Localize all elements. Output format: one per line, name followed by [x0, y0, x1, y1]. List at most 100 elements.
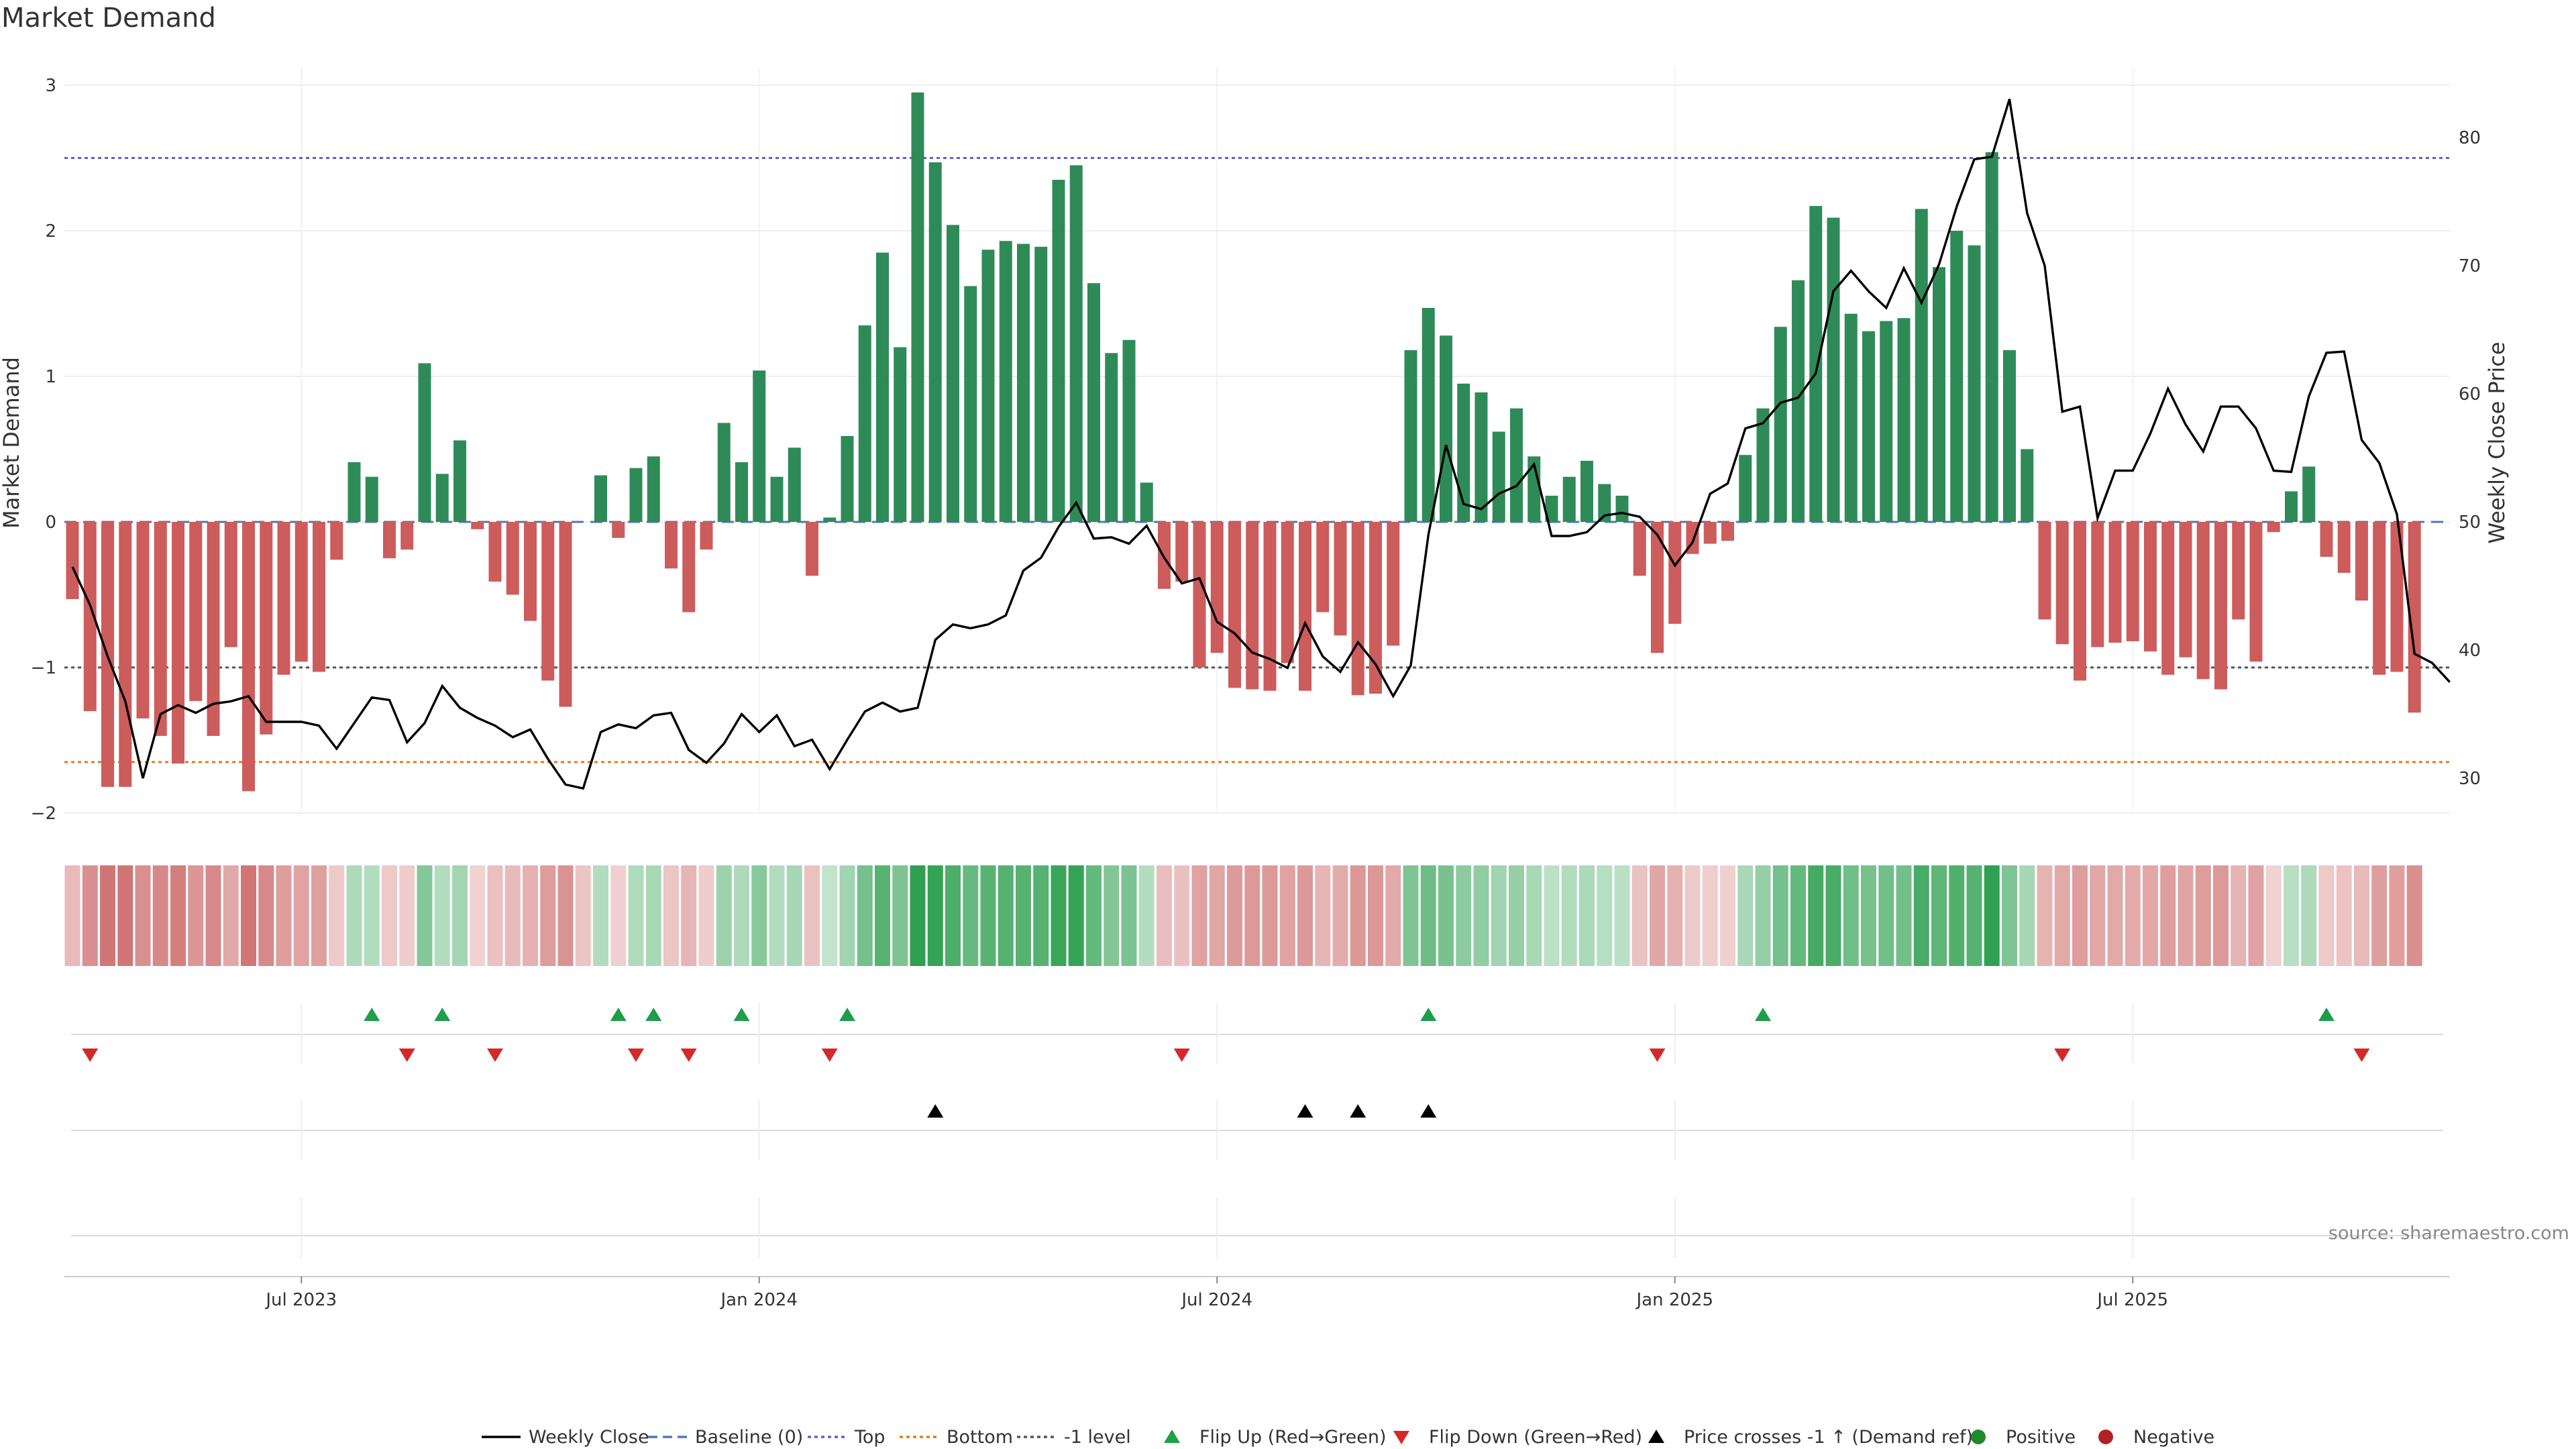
weekly-close-line: [71, 99, 2451, 790]
heatmap-cell: [188, 865, 204, 966]
demand-bar: [1580, 460, 1593, 522]
heatmap-cell: [2090, 865, 2106, 966]
demand-bar: [2126, 522, 2139, 641]
chart-title: Market Demand: [1, 3, 216, 34]
demand-bar: [277, 522, 290, 675]
heatmap-cell: [1597, 865, 1613, 966]
demand-bar: [1950, 231, 1964, 522]
demand-bar: [119, 522, 132, 787]
flip-up-marker: [1755, 1008, 1771, 1021]
heatmap-cell: [1209, 865, 1225, 966]
left-tick-label: 0: [45, 513, 56, 533]
demand-bar: [1774, 327, 1787, 522]
heatmap-cell: [170, 865, 186, 966]
heatmap-cell: [1438, 865, 1454, 966]
demand-bar: [1492, 431, 1505, 522]
price-cross-marker: [1350, 1104, 1366, 1118]
heatmap-cell: [2371, 865, 2387, 966]
heatmap-cell: [1667, 865, 1683, 966]
demand-bar: [928, 162, 942, 522]
x-tick-label: Jan 2025: [1635, 1290, 1713, 1310]
heatmap-cell: [1473, 865, 1489, 966]
demand-bar: [999, 241, 1012, 522]
heatmap-cell: [1684, 865, 1701, 966]
flip-up-marker: [645, 1008, 662, 1021]
heatmap-cell: [2284, 865, 2299, 966]
flip-down-marker: [82, 1049, 99, 1062]
heatmap-cell: [258, 865, 274, 966]
heatmap-cell: [1650, 865, 1665, 966]
demand-bar: [2408, 522, 2421, 713]
heatmap-cell: [1420, 865, 1436, 966]
heatmap-cell: [698, 865, 714, 966]
demand-bar: [1792, 280, 1805, 522]
heatmap-cell: [1121, 865, 1137, 966]
demand-bar: [735, 462, 748, 522]
x-tick-label: Jul 2023: [264, 1290, 337, 1310]
heatmap-cell: [1068, 865, 1084, 966]
heatmap-cell: [1227, 865, 1242, 966]
heatmap-cell: [417, 865, 433, 966]
heatmap-cell: [2143, 865, 2158, 966]
price-cross-marker: [1297, 1104, 1313, 1118]
flip-down-marker: [821, 1049, 838, 1062]
demand-bar: [330, 522, 343, 560]
flip-up-marker: [1420, 1008, 1437, 1021]
heatmap-cell: [963, 865, 979, 966]
heatmap-cell: [293, 865, 309, 966]
demand-bar: [1897, 318, 1911, 522]
demand-bar: [1651, 522, 1664, 653]
heatmap-cell: [769, 865, 785, 966]
heatmap-cell: [452, 865, 468, 966]
heatmap-cell: [223, 865, 239, 966]
demand-bar: [1721, 522, 1734, 541]
heatmap-cell: [998, 865, 1014, 966]
heatmap-cell: [152, 865, 168, 966]
heatmap-cell: [734, 865, 749, 966]
price-cross-marker: [927, 1104, 944, 1118]
demand-bar: [1756, 408, 1770, 522]
heatmap-cell: [1861, 865, 1876, 966]
heatmap-cell: [822, 865, 838, 966]
heatmap-cell: [2389, 865, 2405, 966]
demand-bar: [1668, 522, 1682, 624]
demand-bar: [2196, 522, 2210, 680]
demand-bar: [1827, 217, 1840, 522]
demand-bar: [242, 522, 255, 792]
heatmap-cell: [523, 865, 538, 966]
demand-bar: [947, 225, 959, 522]
demand-bar: [83, 522, 97, 712]
heatmap-cell: [1297, 865, 1313, 966]
right-y-axis: 30 40 50 60 70 80: [2459, 128, 2481, 789]
demand-bar: [506, 522, 519, 595]
demand-bar: [806, 522, 818, 576]
heatmap-cell: [64, 865, 80, 966]
legend-label: Bottom: [947, 1427, 1013, 1448]
heatmap-cell: [1191, 865, 1208, 966]
heatmap-cell: [1350, 865, 1366, 966]
demand-bar: [1210, 522, 1224, 653]
heatmap-cell: [1931, 865, 1947, 966]
demand-bar: [1739, 455, 1752, 522]
legend-label: Baseline (0): [695, 1427, 803, 1448]
demand-bar: [2214, 522, 2227, 690]
heatmap-cell: [2195, 865, 2211, 966]
heatmap-cell: [1878, 865, 1894, 966]
demand-bar: [841, 435, 854, 522]
heatmap-cell: [364, 865, 380, 966]
heatmap-cell: [276, 865, 292, 966]
heatmap-cell: [2178, 865, 2194, 966]
heatmap-cell: [1631, 865, 1648, 966]
source-label: source: sharemaestro.com: [2328, 1223, 2569, 1244]
heatmap-cell: [593, 865, 608, 966]
flip-down-marker: [2353, 1049, 2370, 1062]
price-cross-marker: [1420, 1104, 1437, 1118]
x-axis: Jul 2023 Jan 2024 Jul 2024 Jan 2025 Jul 2025: [264, 1277, 2168, 1310]
flip-down-marker: [487, 1049, 503, 1062]
demand-bar: [1844, 313, 1858, 522]
flip-down-marker: [628, 1049, 644, 1062]
demand-bar: [1915, 209, 1928, 522]
demand-bar: [347, 462, 361, 522]
heatmap-cell: [2231, 865, 2247, 966]
legend-swatch: [1648, 1430, 1664, 1443]
